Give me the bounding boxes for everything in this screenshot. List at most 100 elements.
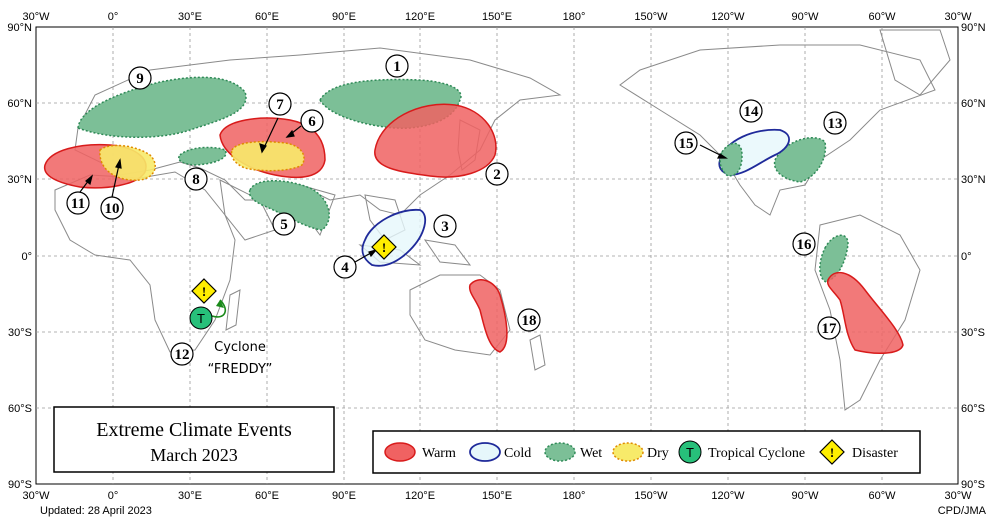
svg-text:90°W: 90°W [791,11,819,23]
svg-text:120°E: 120°E [405,490,435,502]
region-7-dry-area [230,140,305,172]
region-label-16: 16 [792,232,816,256]
svg-text:30°W: 30°W [944,490,972,502]
region-label-8: 8 [184,167,208,191]
svg-text:180°: 180° [563,11,586,23]
region-label-3: 3 [433,214,457,238]
svg-text:1: 1 [393,59,401,75]
region-10-dry-area [99,144,156,181]
svg-text:15: 15 [679,136,694,152]
pointer-arrows [79,117,836,331]
region-label-4: 4 [333,255,357,279]
region-label-13: 13 [823,111,847,135]
new-zealand-outline [529,334,546,371]
svg-text:90°S: 90°S [8,479,32,491]
region-5-wet-area [248,180,330,231]
svg-text:120°W: 120°W [711,11,745,23]
region-9-wet-area [77,76,247,139]
latitude-labels-right: 90°N 60°N 30°N 0° 30°S 60°S 90°S [961,22,986,491]
legend-dry-swatch [612,442,644,462]
svg-text:0°: 0° [21,251,32,263]
cyclone-name-line1: Cyclone [214,340,266,355]
region-16-wet-area [819,234,849,283]
svg-text:90°E: 90°E [332,490,356,502]
north-america-outline [619,44,936,216]
region-label-1: 1 [385,54,409,78]
svg-text:11: 11 [71,196,85,212]
south-america-outline [814,214,921,411]
svg-text:60°W: 60°W [868,11,896,23]
svg-text:18: 18 [522,313,537,329]
legend-disaster-label: Disaster [852,446,898,461]
svg-text:0°: 0° [108,11,119,23]
latitude-labels-left: 90°N 60°N 30°N 0° 30°S 60°S 90°S [7,22,32,491]
longitude-labels-bottom: 30°W 0° 30°E 60°E 90°E 120°E 150°E 180° … [22,490,972,502]
title-box: Extreme Climate Events March 2023 [53,406,335,473]
tropical-cyclone-icon [189,306,213,330]
svg-text:5: 5 [280,217,288,233]
svg-text:30°N: 30°N [7,174,32,186]
svg-text:120°W: 120°W [711,490,745,502]
disaster-marker-4: ! [371,234,397,260]
svg-text:30°W: 30°W [22,11,50,23]
region-label-10: 10 [100,196,124,220]
svg-text:60°N: 60°N [961,98,986,110]
svg-text:150°E: 150°E [482,11,512,23]
region-label-14: 14 [739,99,763,123]
map-subtitle: March 2023 [150,445,237,465]
legend-tc-icon [678,440,702,464]
region-label-11: 11 [66,191,90,215]
disaster-icon-glyph: ! [202,284,206,299]
svg-text:3: 3 [441,219,449,235]
anomaly-regions [43,76,904,355]
legend-tc-label: Tropical Cyclone [708,446,805,461]
svg-text:90°E: 90°E [332,11,356,23]
svg-text:90°N: 90°N [7,22,32,34]
legend-wet-swatch [544,442,576,462]
svg-text:30°E: 30°E [178,11,202,23]
svg-text:17: 17 [822,321,838,337]
longitude-labels-top: 30°W 0° 30°E 60°E 90°E 120°E 150°E 180° … [22,11,972,23]
greenland-outline [879,29,951,96]
svg-text:8: 8 [192,172,200,188]
svg-text:30°W: 30°W [944,11,972,23]
region-label-7: 7 [268,92,292,116]
legend-disaster-icon-glyph: ! [830,445,834,460]
region-label-5: 5 [272,212,296,236]
madagascar-outline [225,289,241,331]
disaster-icon [371,234,397,260]
legend-dry-label: Dry [647,446,669,461]
svg-text:6: 6 [308,114,316,130]
legend-warm-swatch [384,442,416,462]
legend-cold-swatch [469,442,501,462]
region-label-2: 2 [485,162,509,186]
svg-text:10: 10 [105,201,120,217]
region-15-wet-area [719,142,743,177]
region-17-warm-area [826,271,904,355]
region-label-15: 15 [674,131,698,155]
svg-text:14: 14 [744,104,760,120]
region-label-12: 12 [170,342,194,366]
svg-text:90°N: 90°N [961,22,986,34]
legend: Warm Cold Wet Dry T Tropical Cyclone ! D… [372,430,921,474]
cyclone-name-line2: “FREDDY” [208,362,273,377]
svg-text:4: 4 [341,260,349,276]
svg-text:7: 7 [276,97,284,113]
svg-text:60°E: 60°E [255,11,279,23]
cyclone-track-arrow [211,299,227,318]
region-13-wet-area [773,137,827,183]
region-8-wet-area [178,146,227,166]
region-label-18: 18 [517,308,541,332]
svg-text:13: 13 [828,116,843,132]
svg-text:30°W: 30°W [22,490,50,502]
legend-disaster-icon [819,439,845,465]
svg-text:180°: 180° [563,490,586,502]
region-2-warm-area [374,103,497,178]
updated-date: Updated: 28 April 2023 [40,505,152,517]
disaster-icon-glyph: ! [382,240,386,255]
svg-text:9: 9 [136,71,144,87]
tropical-cyclone-marker: T [189,306,213,330]
disaster-icon [191,278,217,304]
svg-text:150°E: 150°E [482,490,512,502]
svg-text:90°S: 90°S [961,479,985,491]
